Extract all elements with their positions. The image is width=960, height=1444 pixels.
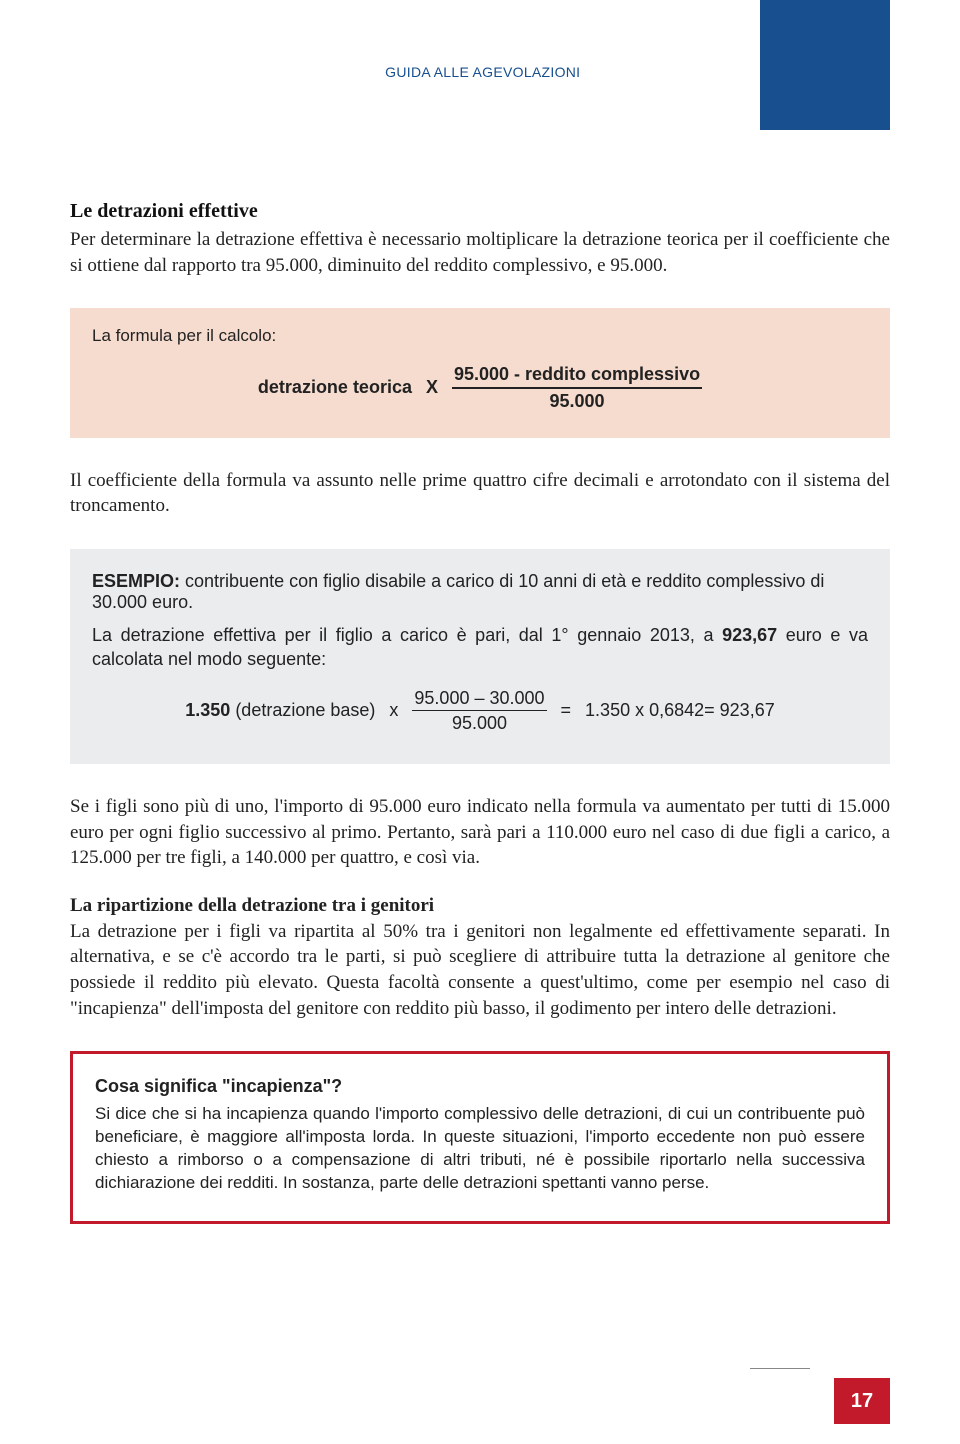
example-label: ESEMPIO: [92, 571, 180, 591]
example-calc: 1.350 (detrazione base) x 95.000 – 30.00… [92, 688, 868, 734]
calc-eq: = [561, 700, 572, 721]
formula-label: La formula per il calcolo: [92, 326, 868, 346]
calc-fraction: 95.000 – 30.000 95.000 [412, 688, 546, 734]
page: GUIDA ALLE AGEVOLAZIONI FISCALI PER I DI… [0, 0, 960, 1444]
incapienza-body: Si dice che si ha incapienza quando l'im… [95, 1103, 865, 1195]
ripartizione-title: La ripartizione della detrazione tra i g… [70, 895, 890, 917]
header-text-left: GUIDA ALLE AGEVOLAZIONI [385, 64, 580, 80]
example-body-bold: 923,67 [722, 625, 777, 645]
header-blue-tab [760, 0, 890, 130]
formula-fraction: 95.000 - reddito complessivo 95.000 [452, 364, 702, 411]
calc-den: 95.000 [452, 711, 507, 734]
header-text-right: FISCALI PER I DISABILI [580, 64, 750, 80]
calc-base-num: 1.350 [185, 700, 230, 720]
formula-box: La formula per il calcolo: detrazione te… [70, 308, 890, 437]
formula-denominator: 95.000 [550, 389, 605, 412]
example-body: La detrazione effettiva per il figlio a … [92, 623, 868, 672]
calc-num: 95.000 – 30.000 [412, 688, 546, 712]
coeff-note: Il coefficiente della formula va assunto… [70, 468, 890, 519]
example-box: ESEMPIO: contribuente con figlio disabil… [70, 549, 890, 764]
calc-base-txt: (detrazione base) [230, 700, 375, 720]
example-body-1: La detrazione effettiva per il figlio a … [92, 625, 722, 645]
formula: detrazione teorica X 95.000 - reddito co… [92, 364, 868, 411]
calc-mult: x [389, 700, 398, 721]
incapienza-box: Cosa significa "incapienza"? Si dice che… [70, 1051, 890, 1224]
running-header: GUIDA ALLE AGEVOLAZIONI FISCALI PER I DI… [385, 64, 750, 80]
formula-numerator: 95.000 - reddito complessivo [452, 364, 702, 389]
section-title-detrazioni: Le detrazioni effettive [70, 200, 890, 223]
page-number-box: 17 [834, 1378, 890, 1424]
formula-lhs: detrazione teorica [258, 377, 412, 398]
example-label-line: ESEMPIO: contribuente con figlio disabil… [92, 571, 868, 613]
footer-rule [750, 1368, 810, 1369]
ripartizione-body: La detrazione per i figli va ripartita a… [70, 919, 890, 1022]
formula-mult: X [426, 377, 438, 398]
section-body-detrazioni: Per determinare la detrazione effettiva … [70, 227, 890, 278]
page-number: 17 [851, 1390, 873, 1413]
content: Le detrazioni effettive Per determinare … [70, 50, 890, 1224]
multi-children-note: Se i figli sono più di uno, l'importo di… [70, 794, 890, 871]
example-label-rest: contribuente con figlio disabile a caric… [92, 571, 824, 612]
calc-rhs: 1.350 x 0,6842= 923,67 [585, 700, 775, 721]
incapienza-title: Cosa significa "incapienza"? [95, 1076, 865, 1097]
calc-base: 1.350 (detrazione base) [185, 700, 375, 721]
